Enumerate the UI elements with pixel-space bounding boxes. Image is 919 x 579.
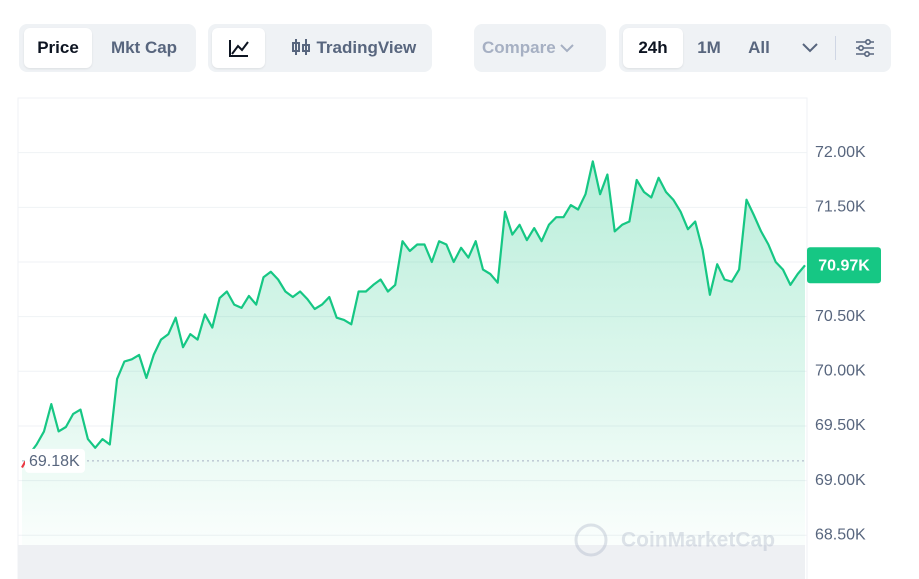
compare-label: Compare — [482, 38, 556, 57]
reference-label-bg — [25, 448, 85, 473]
plot-frame — [17, 97, 808, 579]
current-price-badge — [807, 247, 881, 284]
watermark: CoinMarketCap — [574, 523, 775, 557]
current-price-label: 70.97K — [818, 257, 870, 274]
line-icon — [228, 40, 249, 57]
mktcap-button[interactable]: Mkt Cap — [110, 38, 178, 57]
line-button[interactable] — [212, 28, 265, 68]
y-tick-label: 68.50K — [815, 526, 866, 543]
range-chevron[interactable] — [802, 43, 818, 53]
chart-style-toggle: TradingView — [208, 24, 432, 72]
y-tick-label: 69.00K — [815, 472, 866, 489]
candle-icon — [291, 39, 310, 55]
volume-band — [18, 545, 805, 579]
price-line — [21, 160, 806, 469]
price-toggle: Price Mkt Cap — [19, 24, 196, 72]
range-24h[interactable]: 24h — [623, 28, 683, 68]
settings-icon[interactable] — [855, 39, 875, 57]
compare-dropdown[interactable]: Compare — [474, 24, 606, 72]
range-toggle: 24h 1M All — [619, 24, 891, 72]
tradingview-button[interactable]: TradingView — [278, 28, 428, 68]
range-all[interactable]: All — [748, 38, 770, 57]
y-tick-label: 71.50K — [815, 199, 866, 216]
y-tick-label: 72.00K — [815, 144, 866, 161]
price-button[interactable]: Price — [24, 28, 92, 68]
tradingview-label: TradingView — [316, 38, 417, 57]
y-tick-label: 70.00K — [815, 363, 866, 380]
compare-button[interactable]: Compare — [482, 28, 602, 68]
chevron — [560, 44, 575, 53]
price-area — [22, 161, 805, 545]
divider — [835, 36, 836, 60]
watermark-logo — [574, 523, 608, 557]
range-1m[interactable]: 1M — [697, 38, 721, 57]
watermark-text: CoinMarketCap — [621, 529, 775, 552]
reference-label: 69.18K — [29, 453, 80, 470]
y-tick-label: 69.50K — [815, 417, 866, 434]
y-tick-label: 70.50K — [815, 308, 866, 325]
